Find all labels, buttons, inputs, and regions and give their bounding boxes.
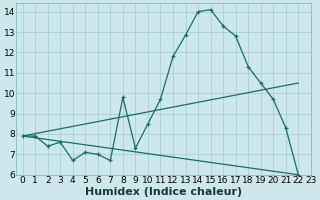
- X-axis label: Humidex (Indice chaleur): Humidex (Indice chaleur): [85, 187, 242, 197]
